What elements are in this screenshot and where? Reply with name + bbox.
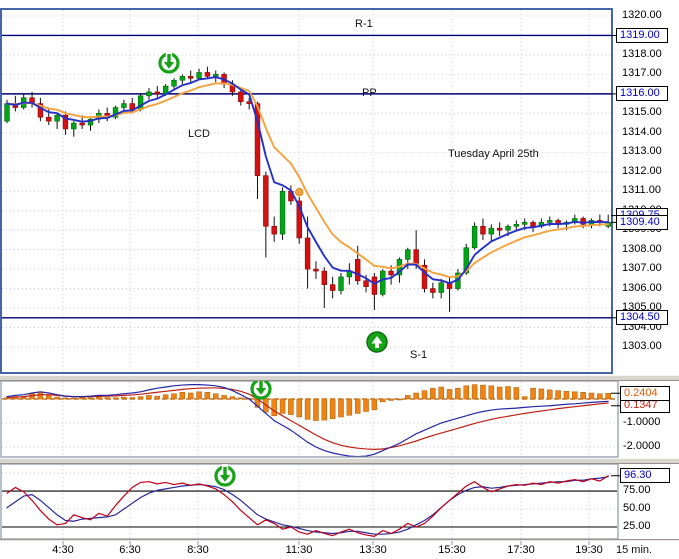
r1-level-label: R-1 xyxy=(355,18,373,30)
indicator1-tick-label: -1.0000 xyxy=(623,416,661,428)
price-value-box: 1319.00 xyxy=(616,27,668,43)
timeframe-label: 15 min. xyxy=(616,544,653,556)
main-chart-panel[interactable] xyxy=(0,0,613,367)
indicator2-panel[interactable] xyxy=(0,464,618,539)
price-tick-label: 1307.00 xyxy=(622,262,662,275)
time-axis-label: 19:30 xyxy=(575,544,603,556)
panel-splitter[interactable] xyxy=(0,375,679,381)
time-axis-label: 6:30 xyxy=(119,544,141,556)
time-axis-label: 11:30 xyxy=(285,544,313,556)
s1-level-label: S-1 xyxy=(410,349,428,361)
time-axis-label: 13:30 xyxy=(359,544,387,556)
price-tick-label: 1303.00 xyxy=(622,339,662,352)
indicator2-value-box: 96.30 xyxy=(620,468,670,484)
time-axis-label: 4:30 xyxy=(52,544,74,556)
time-axis-label: 8:30 xyxy=(187,544,209,556)
price-tick-label: 1315.00 xyxy=(622,106,662,119)
indicator1-value-box: 0.2404 xyxy=(620,385,670,401)
pp-level-label: PP xyxy=(362,87,377,99)
price-tick-label: 1318.00 xyxy=(622,47,662,60)
price-tick-label: 1320.00 xyxy=(622,9,662,21)
price-tick-label: 1312.00 xyxy=(622,164,662,177)
indicator2-tick-label: 25.00 xyxy=(623,520,651,532)
time-axis-label: 17:30 xyxy=(507,544,535,556)
panel-splitter[interactable] xyxy=(0,458,679,464)
date-annotation: Tuesday April 25th xyxy=(448,148,539,160)
indicator2-tick-label: 50.00 xyxy=(623,502,651,515)
indicator1-tick-label: -2.0000 xyxy=(623,440,661,452)
indicator1-value-box: 0.1347 xyxy=(620,398,670,414)
time-axis-label: 15:30 xyxy=(438,544,466,556)
time-axis-divider xyxy=(0,539,679,541)
price-tick-label: 1311.00 xyxy=(622,184,661,197)
indicator2-tick-label: 75.00 xyxy=(623,484,651,497)
price-tick-label: 1308.00 xyxy=(622,242,662,255)
lcd-label: LCD xyxy=(188,128,211,140)
price-value-box: 1316.00 xyxy=(616,86,668,102)
price-value-box: 1309.40 xyxy=(616,214,668,230)
price-tick-label: 1314.00 xyxy=(622,125,662,138)
price-tick-label: 1306.00 xyxy=(622,281,662,294)
price-tick-label: 1313.00 xyxy=(622,145,662,158)
indicator1-panel[interactable] xyxy=(0,381,618,458)
price-value-box: 1304.50 xyxy=(616,310,668,326)
price-tick-label: 1317.00 xyxy=(622,67,662,80)
price-tick-label: 1305.00 xyxy=(622,301,662,314)
